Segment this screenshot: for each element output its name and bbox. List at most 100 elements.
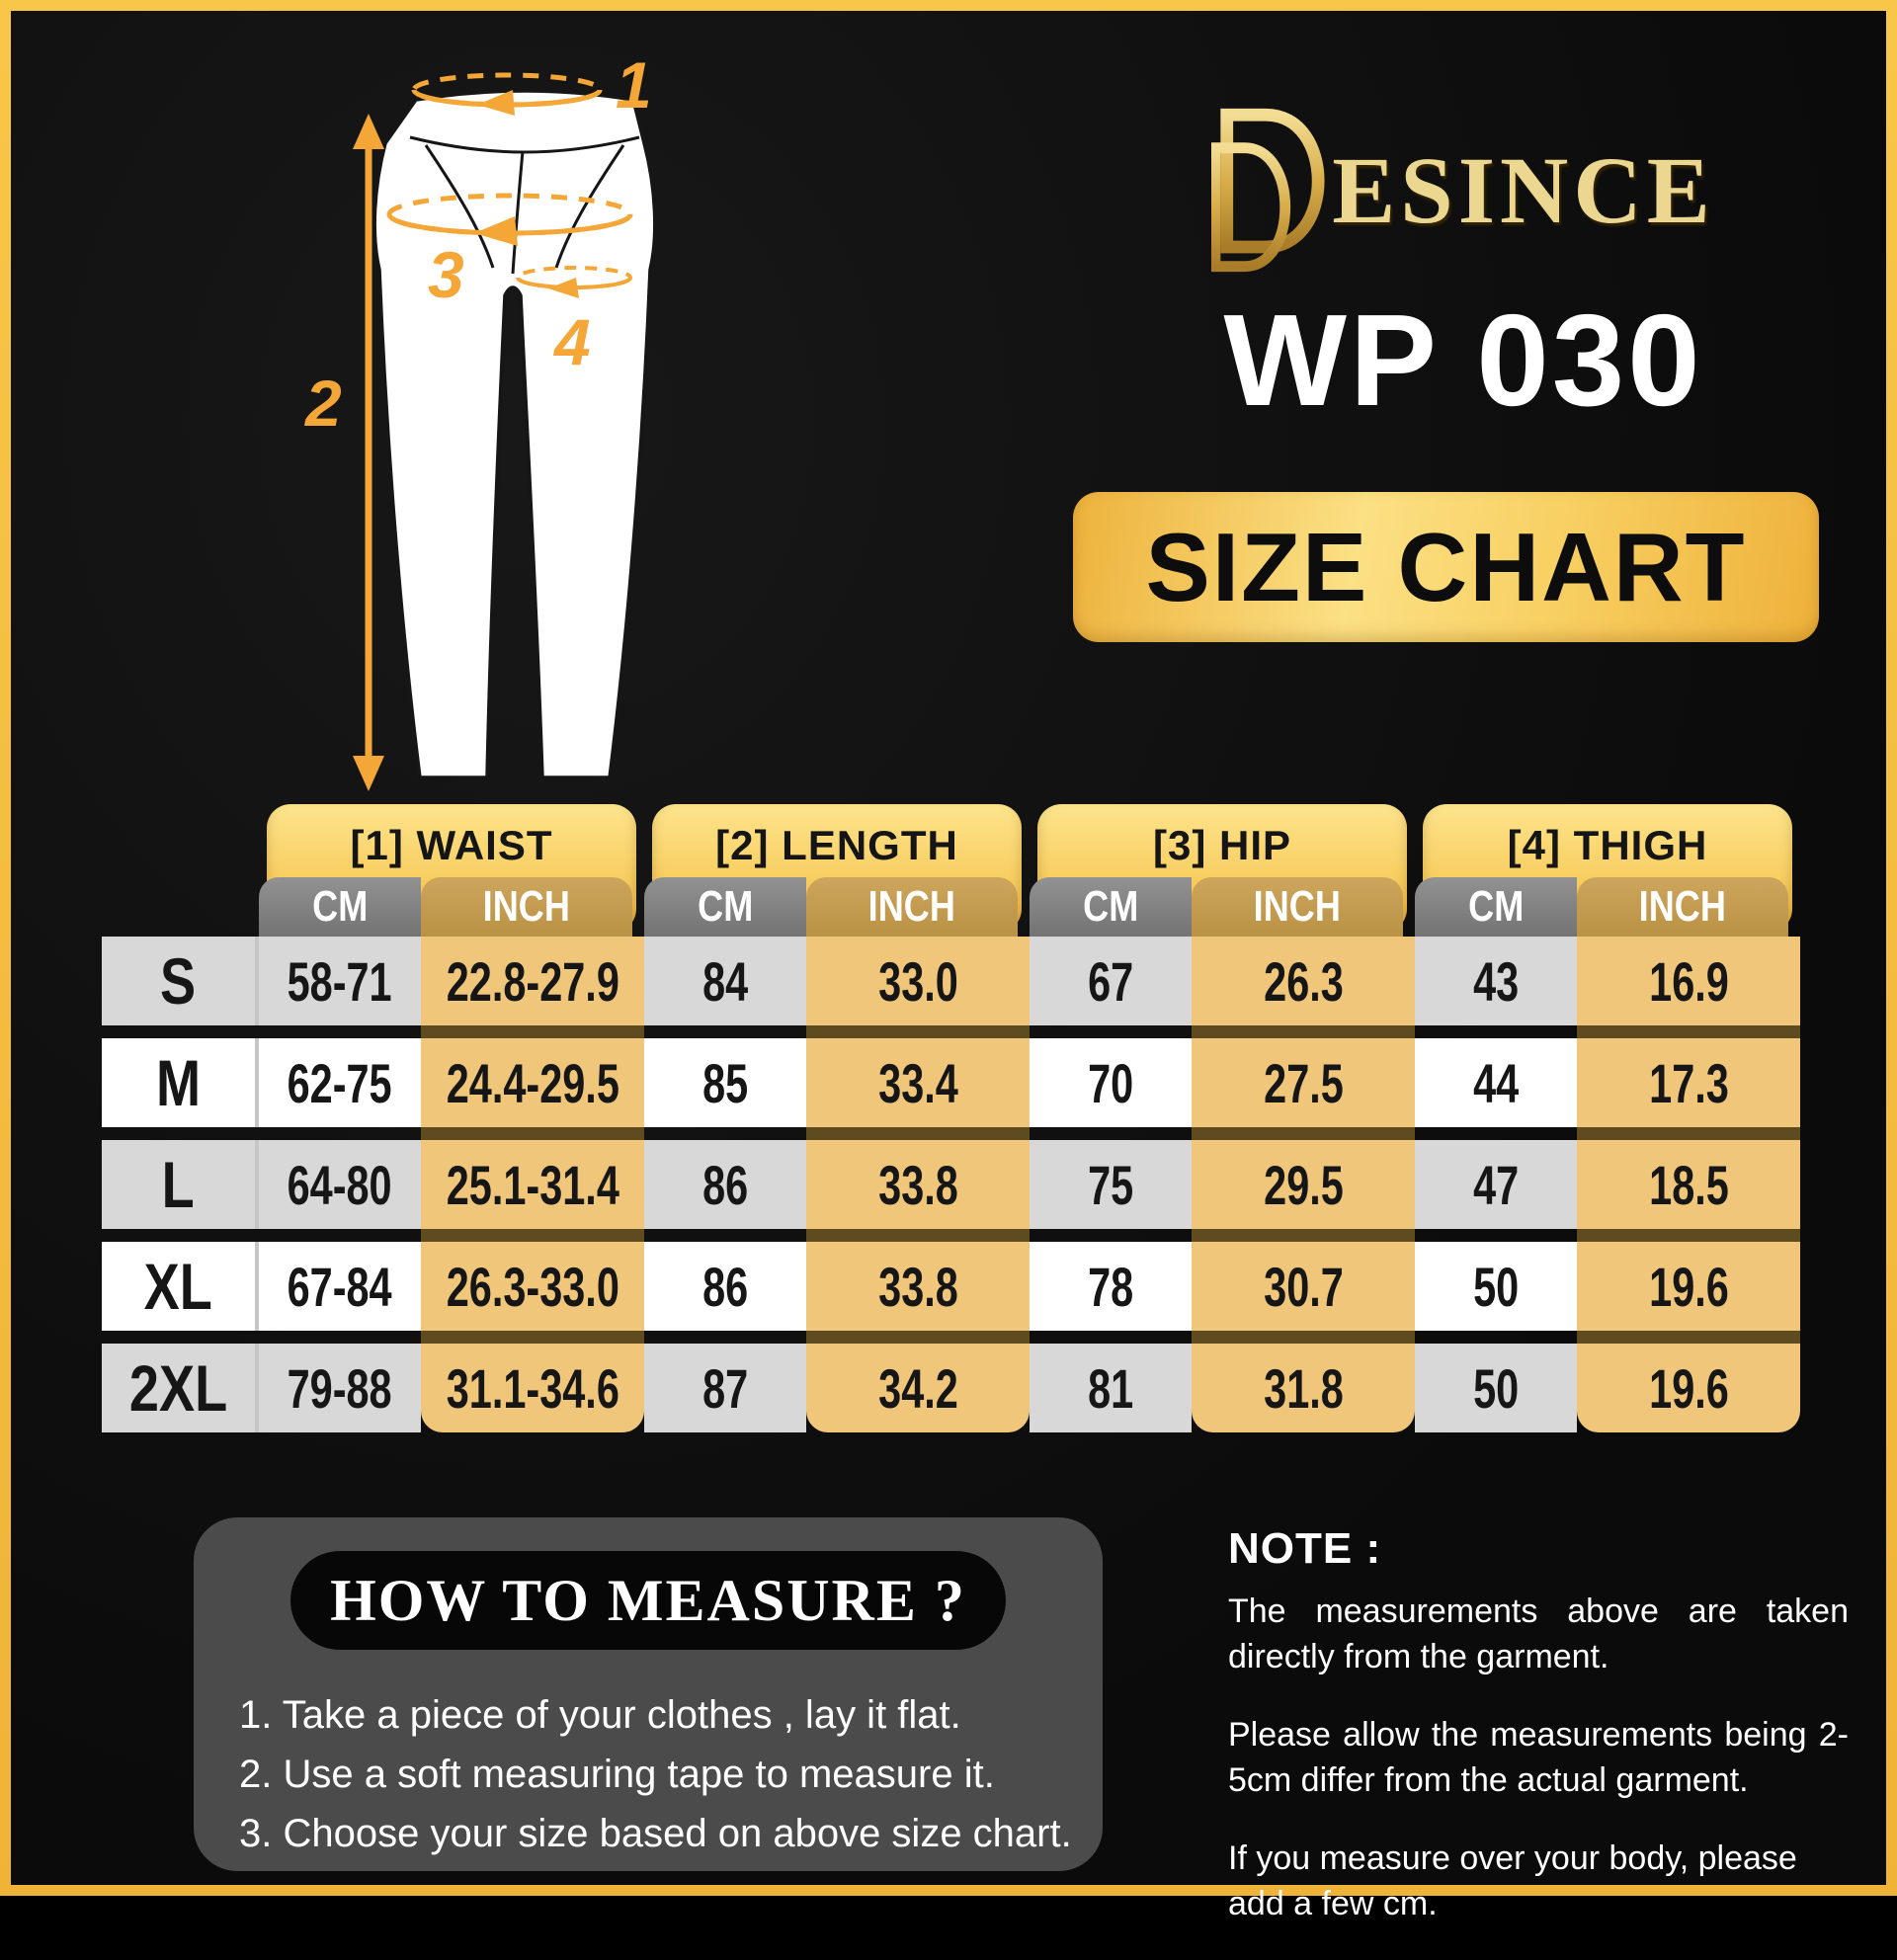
size-cell: XL xyxy=(102,1242,259,1331)
value-cell: 16.9 xyxy=(1577,937,1800,1025)
how-to-measure-panel: HOW TO MEASURE ? 1. Take a piece of your… xyxy=(194,1517,1103,1871)
marker-1: 1 xyxy=(616,48,652,122)
value-cell: 64-80 xyxy=(259,1140,421,1229)
unit-header-inch-label: INCH xyxy=(867,882,956,931)
unit-header-inch: INCH xyxy=(1192,877,1403,937)
background-canvas: 1 2 3 4 ESINCE WP 030 SIZE CHART [1] WAI… xyxy=(11,11,1886,1922)
value-cell: 29.5 xyxy=(1192,1140,1415,1229)
table-row-l: L 64-80 25.1-31.4 86 33.8 75 29.5 47 18.… xyxy=(102,1140,1800,1229)
how-to-measure-title-pill: HOW TO MEASURE ? xyxy=(290,1551,1006,1650)
thigh-arrowhead xyxy=(548,278,579,298)
value-cell: 26.3-33.0 xyxy=(421,1242,644,1331)
unit-header-cm-label: CM xyxy=(1467,882,1525,931)
measure-step: 2. Use a soft measuring tape to measure … xyxy=(239,1753,995,1796)
unit-header-cm: CM xyxy=(259,877,421,937)
value-cell: 24.4-29.5 xyxy=(421,1038,644,1127)
unit-header-inch: INCH xyxy=(1577,877,1788,937)
value-cell: 25.1-31.4 xyxy=(421,1140,644,1229)
size-chart-banner: SIZE CHART xyxy=(1073,492,1819,642)
waistband-line xyxy=(409,135,640,154)
table-row-s: S 58-71 22.8-27.9 84 33.0 67 26.3 43 16.… xyxy=(102,937,1800,1025)
value-cell: 19.6 xyxy=(1577,1344,1800,1432)
size-chart-table: [1] WAIST [2] LENGTH [3] HIP [4] THIGH C… xyxy=(102,804,1800,1433)
value-cell: 19.6 xyxy=(1577,1242,1800,1331)
value-cell: 86 xyxy=(644,1242,806,1331)
value-cell: 75 xyxy=(1030,1140,1192,1229)
marker-2: 2 xyxy=(303,367,342,440)
value-cell: 43 xyxy=(1415,937,1577,1025)
table-row-xl: XL 67-84 26.3-33.0 86 33.8 78 30.7 50 19… xyxy=(102,1242,1800,1331)
note-paragraph: Please allow the measurements being 2-5c… xyxy=(1228,1716,1849,1799)
value-cell: 85 xyxy=(644,1038,806,1127)
marker-3: 3 xyxy=(428,238,464,311)
value-cell: 31.1-34.6 xyxy=(421,1344,644,1432)
value-cell: 67 xyxy=(1030,937,1192,1025)
unit-header-inch-label: INCH xyxy=(1253,882,1342,931)
fly-line xyxy=(511,150,525,275)
how-to-measure-title: HOW TO MEASURE ? xyxy=(330,1567,966,1633)
value-cell: 84 xyxy=(644,937,806,1025)
value-cell: 58-71 xyxy=(259,937,421,1025)
unit-header-inch-label: INCH xyxy=(482,882,571,931)
unit-header-cm-label: CM xyxy=(697,882,754,931)
size-chart-banner-label: SIZE CHART xyxy=(1145,512,1747,621)
unit-header-inch: INCH xyxy=(806,877,1018,937)
value-cell: 81 xyxy=(1030,1344,1192,1432)
marker-4: 4 xyxy=(552,305,591,378)
value-cell: 30.7 xyxy=(1192,1242,1415,1331)
right-pocket-line xyxy=(554,144,625,269)
note-title: NOTE : xyxy=(1228,1524,1382,1573)
value-cell: 26.3 xyxy=(1192,937,1415,1025)
value-cell: 33.8 xyxy=(806,1140,1030,1229)
note-paragraph: If you measure over your body, please ad… xyxy=(1228,1839,1797,1922)
unit-header-cm-label: CM xyxy=(1082,882,1139,931)
value-cell: 70 xyxy=(1030,1038,1192,1127)
how-to-measure-steps: 1. Take a piece of your clothes , lay it… xyxy=(239,1685,1103,1863)
value-cell: 22.8-27.9 xyxy=(421,937,644,1025)
pants-measurement-diagram: 1 2 3 4 xyxy=(258,39,712,811)
pants-diagram-svg: 1 2 3 4 xyxy=(303,48,657,791)
unit-header-cm: CM xyxy=(1030,877,1192,937)
unit-header-inch: INCH xyxy=(421,877,632,937)
value-cell: 34.2 xyxy=(806,1344,1030,1432)
value-cell: 47 xyxy=(1415,1140,1577,1229)
unit-header-cm: CM xyxy=(644,877,806,937)
measure-step: 3. Choose your size based on above size … xyxy=(239,1812,1072,1855)
value-cell: 50 xyxy=(1415,1344,1577,1432)
size-cell: 2XL xyxy=(102,1344,259,1432)
value-cell: 78 xyxy=(1030,1242,1192,1331)
size-cell: S xyxy=(102,937,259,1025)
value-cell: 87 xyxy=(644,1344,806,1432)
size-cell: L xyxy=(102,1140,259,1229)
value-cell: 27.5 xyxy=(1192,1038,1415,1127)
hip-arrowhead xyxy=(474,216,518,246)
table-row-2xl: 2XL 79-88 31.1-34.6 87 34.2 81 31.8 50 1… xyxy=(102,1344,1800,1432)
waist-arrowhead xyxy=(477,90,515,116)
length-arrow-bottom-head xyxy=(353,756,384,791)
value-cell: 33.8 xyxy=(806,1242,1030,1331)
left-pocket-line xyxy=(424,144,495,269)
value-cell: 79-88 xyxy=(259,1344,421,1432)
unit-header-cm: CM xyxy=(1415,877,1577,937)
value-cell: 50 xyxy=(1415,1242,1577,1331)
value-cell: 44 xyxy=(1415,1038,1577,1127)
value-cell: 33.0 xyxy=(806,937,1030,1025)
value-cell: 33.4 xyxy=(806,1038,1030,1127)
note-section: NOTE : The measurements above are taken … xyxy=(1228,1524,1849,1960)
unit-header-inch-label: INCH xyxy=(1638,882,1727,931)
value-cell: 18.5 xyxy=(1577,1140,1800,1229)
length-arrow-top-head xyxy=(353,114,384,149)
product-code: WP 030 xyxy=(1223,287,1703,433)
value-cell: 62-75 xyxy=(259,1038,421,1127)
unit-header-cm-label: CM xyxy=(311,882,369,931)
size-cell: M xyxy=(102,1038,259,1127)
value-cell: 31.8 xyxy=(1192,1344,1415,1432)
note-paragraph: The measurements above are taken directl… xyxy=(1228,1592,1849,1675)
value-cell: 17.3 xyxy=(1577,1038,1800,1127)
pants-outline xyxy=(372,89,657,779)
measure-step: 1. Take a piece of your clothes , lay it… xyxy=(239,1693,961,1737)
value-cell: 67-84 xyxy=(259,1242,421,1331)
value-cell: 86 xyxy=(644,1140,806,1229)
table-row-m: M 62-75 24.4-29.5 85 33.4 70 27.5 44 17.… xyxy=(102,1038,1800,1127)
